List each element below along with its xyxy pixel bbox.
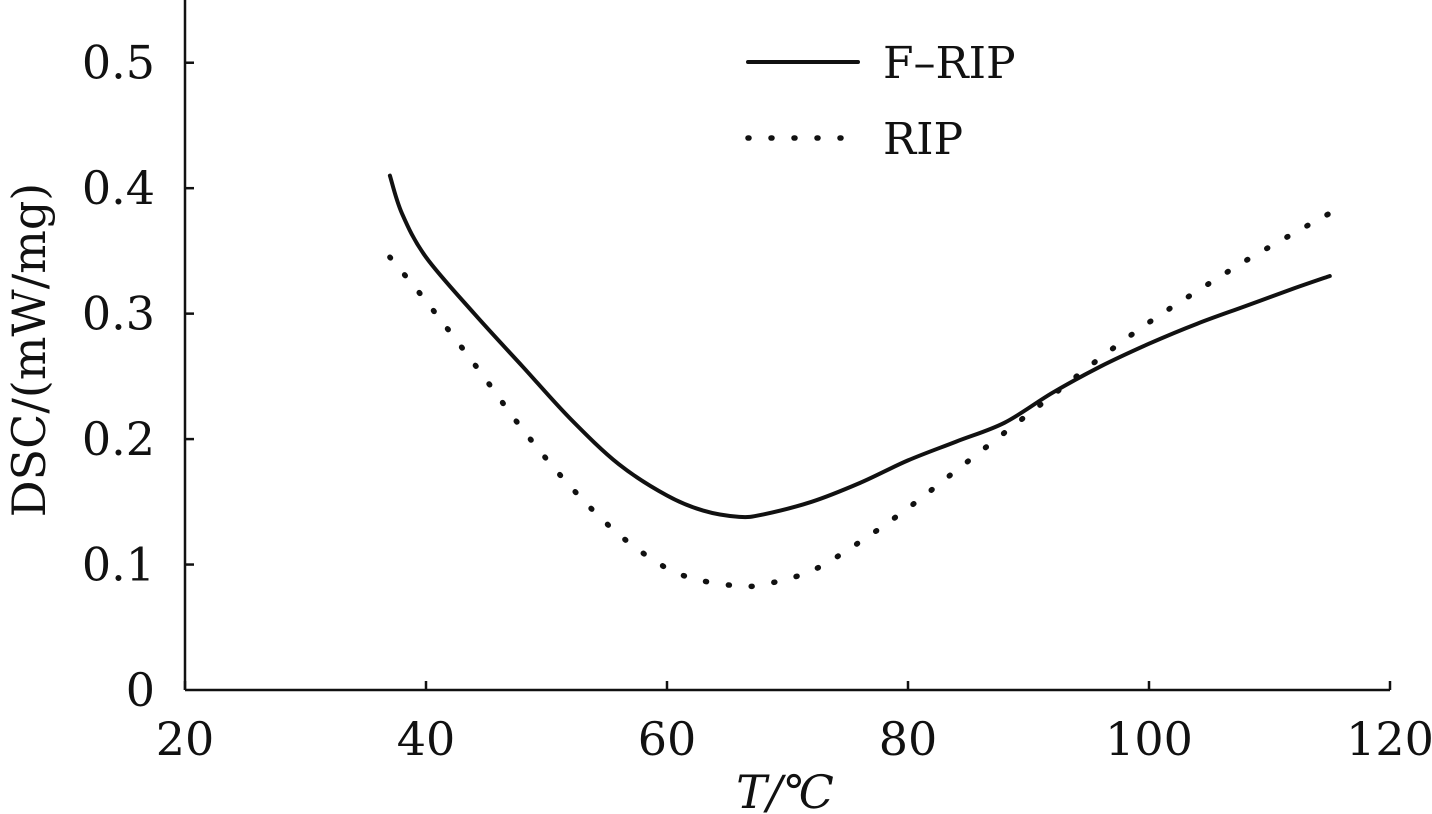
y-axis-title: DSC/(mW/mg) bbox=[2, 183, 56, 517]
x-tick-label: 60 bbox=[638, 712, 697, 766]
x-tick-label: 120 bbox=[1346, 712, 1432, 766]
series-layer bbox=[387, 173, 1333, 590]
series-line-rip bbox=[387, 210, 1333, 590]
y-tick-label: 0 bbox=[126, 663, 155, 717]
x-axis-title: T/℃ bbox=[736, 765, 834, 814]
x-axis-ticks: 20 40 60 80 100 120 bbox=[156, 681, 1432, 766]
y-tick-label: 0.2 bbox=[82, 412, 155, 466]
y-tick-label: 0.4 bbox=[82, 161, 155, 215]
x-tick-label: 40 bbox=[397, 712, 456, 766]
axes bbox=[183, 0, 1390, 692]
y-tick-label: 0.5 bbox=[82, 36, 155, 90]
y-tick-label: 0.3 bbox=[82, 287, 155, 341]
x-tick-label: 80 bbox=[879, 712, 938, 766]
x-tick-label: 20 bbox=[156, 712, 215, 766]
legend: F–RIP RIP bbox=[745, 38, 1016, 165]
x-tick-label: 100 bbox=[1105, 712, 1193, 766]
y-axis-ticks: 0 0.1 0.2 0.3 0.4 0.5 bbox=[82, 36, 194, 717]
legend-label-f-rip: F–RIP bbox=[883, 38, 1016, 89]
y-tick-label: 0.1 bbox=[82, 538, 155, 592]
legend-label-rip: RIP bbox=[883, 114, 963, 165]
series-line-f-rip bbox=[387, 173, 1332, 520]
